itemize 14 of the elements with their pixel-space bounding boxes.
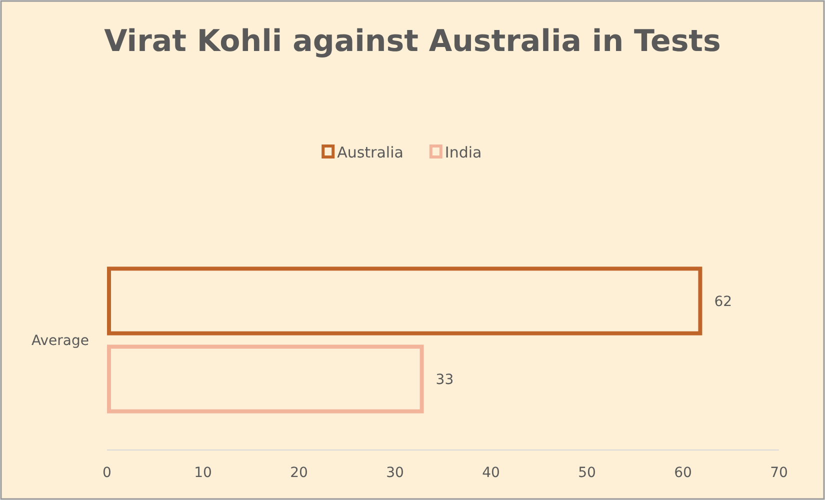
legend-label: Australia <box>337 143 404 162</box>
x-tick-label: 70 <box>770 465 788 481</box>
x-tick-label: 30 <box>386 465 404 481</box>
x-tick-label: 60 <box>674 465 692 481</box>
data-label: 62 <box>714 294 732 310</box>
x-tick-label: 10 <box>194 465 212 481</box>
x-tick-label: 20 <box>290 465 308 481</box>
x-tick-label: 0 <box>102 465 112 481</box>
x-tick-label: 40 <box>482 465 500 481</box>
legend-label: India <box>444 143 482 162</box>
y-tick-label: Average <box>32 332 89 349</box>
chart-title: Virat Kohli against Australia in Tests <box>103 23 722 61</box>
x-tick-label: 50 <box>578 465 596 481</box>
data-label: 33 <box>436 372 454 388</box>
